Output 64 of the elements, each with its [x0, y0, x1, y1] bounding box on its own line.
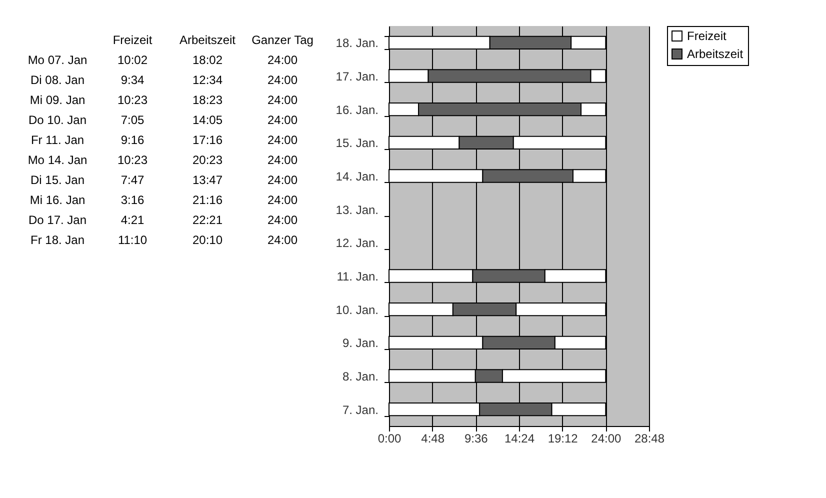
- category-label: Fr 18. Jan: [30, 233, 85, 247]
- text: 24:00: [267, 113, 298, 127]
- text: 18:02: [192, 53, 223, 67]
- text: 17:16: [192, 133, 223, 147]
- category-label: Freizeit: [112, 33, 153, 47]
- y-tick-label: 7. Jan.: [342, 402, 378, 417]
- text: 24:00: [267, 173, 298, 187]
- text: 3:16: [120, 193, 144, 207]
- text: 24:00: [267, 153, 298, 167]
- category-label: Mo 14. Jan: [28, 153, 88, 167]
- y-tick-label: 14. Jan.: [336, 170, 378, 184]
- x-tick-label: 14:24: [504, 432, 535, 446]
- text: 24:00: [267, 213, 298, 227]
- text: 20:10: [192, 233, 223, 247]
- y-tick-label: 11. Jan.: [336, 270, 378, 284]
- text: 20:23: [192, 153, 223, 167]
- category-label: Mo 07. Jan: [28, 53, 88, 67]
- category-label: Mi 16. Jan: [30, 193, 86, 207]
- category-label: Do 10. Jan: [28, 113, 87, 127]
- category-label: Mi 09. Jan: [30, 93, 86, 107]
- text: 11:10: [118, 233, 148, 247]
- text: 24:00: [267, 53, 298, 67]
- text: 10:02: [117, 53, 148, 67]
- text: 24:00: [267, 93, 298, 107]
- text: 13:47: [192, 173, 223, 187]
- category-label: Ganzer Tag: [252, 33, 314, 47]
- text: 24:00: [267, 133, 298, 147]
- text: 21:16: [192, 193, 223, 207]
- y-tick-label: 9. Jan.: [342, 336, 378, 350]
- category-label: Fr 11. Jan: [30, 133, 84, 147]
- text: 7:05: [120, 113, 144, 127]
- category-label: Arbeitszeit: [179, 33, 236, 47]
- y-tick-label: 12. Jan.: [336, 236, 378, 250]
- text: 14:05: [192, 113, 223, 127]
- text: 24:00: [267, 193, 298, 207]
- y-tick-label: 18. Jan.: [336, 36, 378, 50]
- category-label: Di 08. Jan: [30, 73, 85, 87]
- y-tick-label: 16. Jan.: [336, 102, 378, 117]
- text: 22:21: [192, 213, 223, 227]
- text: 10:23: [117, 153, 148, 167]
- y-tick-label: 8. Jan.: [342, 370, 378, 384]
- text: 7:47: [120, 173, 144, 187]
- y-tick-label: 15. Jan.: [336, 136, 378, 150]
- x-tick-label: 4:48: [421, 432, 445, 446]
- y-tick-label: 13. Jan.: [336, 202, 378, 217]
- x-tick-label: 19:12: [548, 432, 578, 446]
- x-tick-label: 28:48: [634, 432, 665, 446]
- legend-label: Arbeitszeit: [687, 47, 744, 61]
- category-label: Di 15. Jan: [30, 173, 85, 187]
- text: 9:34: [120, 73, 144, 87]
- text: 18:23: [192, 93, 223, 107]
- x-tick-label: 24:00: [591, 432, 622, 446]
- text: 10:23: [117, 93, 148, 107]
- x-tick-label: 9:36: [464, 432, 488, 446]
- x-tick-label: 0:00: [378, 432, 402, 446]
- category-label: Do 17. Jan: [28, 213, 87, 227]
- text: 24:00: [267, 73, 298, 87]
- text: 9:16: [120, 133, 144, 147]
- text: 12:34: [192, 73, 223, 87]
- y-tick-label: 10. Jan.: [336, 302, 378, 317]
- y-tick-label: 17. Jan.: [336, 70, 378, 84]
- legend-label: Freizeit: [687, 29, 728, 43]
- text: 4:21: [120, 213, 144, 227]
- text: 24:00: [267, 233, 298, 247]
